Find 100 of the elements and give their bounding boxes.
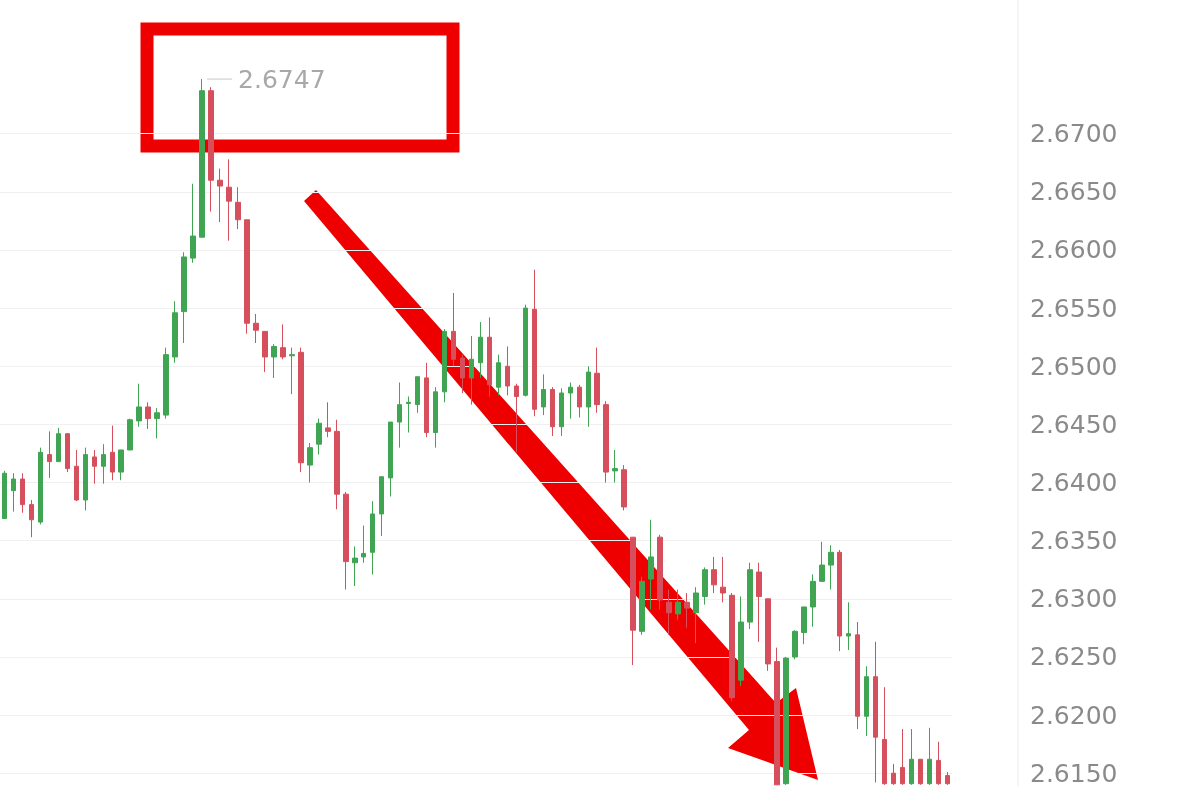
candlestick (217, 168, 223, 223)
candlestick (262, 330, 268, 373)
candlestick (568, 382, 573, 420)
y-tick-label: 2.6550 (1030, 293, 1118, 323)
candlestick (415, 376, 420, 414)
candlestick (819, 541, 825, 582)
y-tick-label: 2.6450 (1030, 409, 1118, 439)
candlestick (810, 573, 816, 628)
candlestick (594, 347, 600, 414)
candlestick (163, 347, 169, 420)
candlestick (127, 418, 133, 451)
candlestick (657, 534, 663, 610)
candlestick (747, 562, 753, 630)
candlestick (837, 549, 842, 652)
y-tick-label: 2.6600 (1030, 235, 1118, 265)
candlestick (361, 525, 366, 564)
y-tick-label: 2.6300 (1030, 584, 1118, 614)
candlestick (711, 556, 717, 594)
y-tick-label: 2.6150 (1030, 758, 1118, 786)
candlestick (891, 763, 896, 786)
candlestick (846, 601, 851, 651)
candlestick (621, 464, 627, 511)
candlestick (945, 771, 950, 786)
candlestick (334, 419, 340, 510)
candlestick (702, 566, 708, 606)
candlestick (433, 386, 438, 449)
candlestick (199, 78, 205, 238)
candlestick (253, 313, 259, 344)
candlestick (514, 383, 519, 453)
candlestick (298, 347, 304, 473)
y-tick-label: 2.6700 (1030, 119, 1118, 149)
candlestick (101, 443, 106, 485)
candlestick (505, 345, 510, 396)
candlestick (74, 449, 79, 502)
candlestick (316, 418, 322, 456)
candlestick (801, 606, 807, 645)
candlestick (873, 641, 878, 784)
candlestick (693, 586, 699, 644)
candlestick (577, 384, 582, 418)
candlestick (379, 476, 384, 537)
candlestick (38, 447, 43, 525)
candlestick (65, 433, 70, 473)
candlestick (774, 647, 780, 786)
y-tick-label: 2.6200 (1030, 700, 1118, 730)
candlestick (756, 562, 762, 643)
candlestick (20, 472, 25, 514)
candlestick (226, 158, 232, 242)
candlestick (110, 425, 115, 481)
candlestick (783, 656, 789, 786)
y-tick-label: 2.6400 (1030, 468, 1118, 498)
candlestick (765, 598, 771, 672)
y-tick-label: 2.6250 (1030, 642, 1118, 672)
candlestick (586, 365, 591, 428)
candlestick (118, 449, 124, 481)
candlestick (666, 589, 672, 636)
candlestick (208, 86, 214, 213)
candlestick (909, 728, 914, 786)
candlestick (792, 629, 798, 660)
candlestick (864, 665, 869, 737)
candlestick (523, 304, 528, 397)
candlestick (478, 321, 483, 379)
candlestick (280, 323, 286, 360)
candlestick (2, 470, 7, 520)
candlestick (738, 595, 744, 687)
candlestick (603, 400, 609, 484)
candlestick (487, 316, 492, 397)
candlestick (541, 373, 546, 416)
candlestick (424, 362, 429, 438)
y-tick-label: 2.6350 (1030, 526, 1118, 556)
candlestick (289, 347, 295, 395)
candlestick (648, 519, 654, 610)
candlestick (451, 292, 456, 367)
candlestick (397, 382, 402, 449)
candlestick (469, 335, 474, 406)
candlestick (442, 328, 447, 403)
candlestick (352, 545, 358, 587)
candlestick (720, 556, 726, 603)
candlestick (918, 758, 923, 786)
candlestick (532, 269, 537, 417)
candlestick (460, 354, 465, 394)
candlestick (136, 383, 142, 428)
candlestick (47, 430, 52, 479)
candlestick (550, 386, 555, 437)
candlestick (630, 536, 636, 666)
candlestick (235, 186, 241, 230)
candlestick (639, 576, 645, 636)
candlestick (900, 728, 905, 786)
candlestick (307, 442, 313, 484)
candlestick (56, 427, 61, 463)
annotation: 2.6747 (238, 64, 326, 94)
candlestick (936, 741, 941, 786)
candlestick (684, 592, 690, 629)
candlestick (729, 592, 735, 702)
candlestick (855, 621, 860, 730)
candlestick (496, 354, 501, 396)
candlestick (343, 491, 349, 590)
candlestick (370, 500, 375, 575)
candlestick (675, 589, 681, 621)
candlestick (154, 407, 160, 439)
candlestick (325, 401, 331, 438)
